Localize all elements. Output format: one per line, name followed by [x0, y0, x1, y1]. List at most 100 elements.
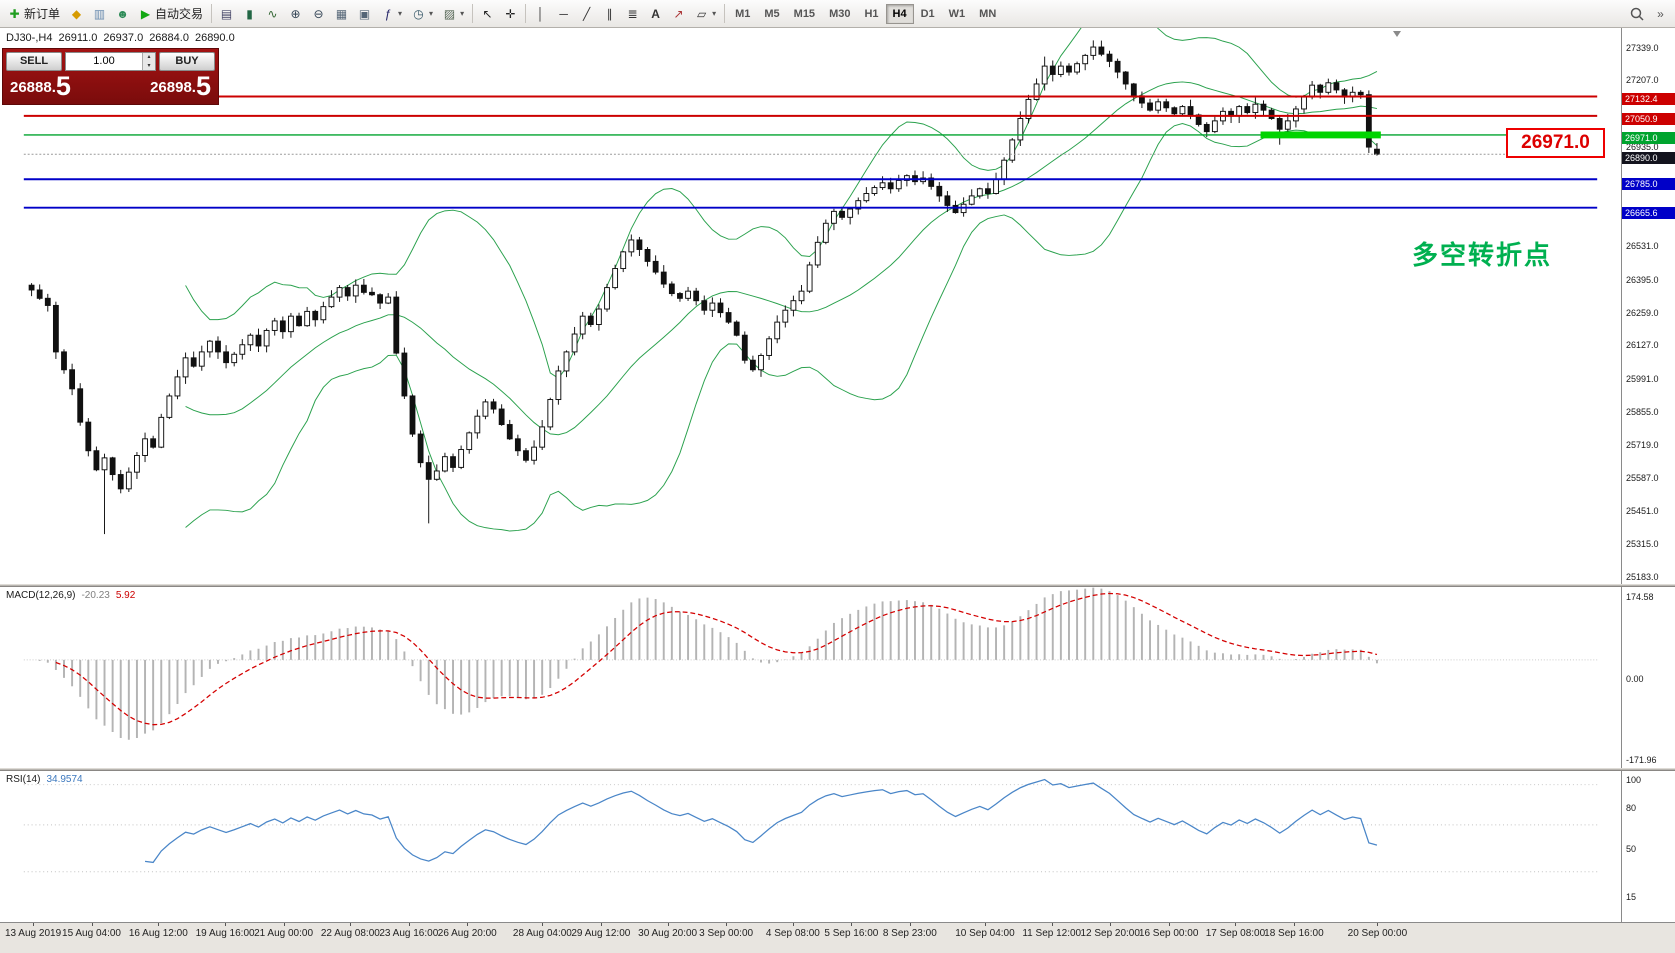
time-axis-tick — [1377, 923, 1379, 926]
price-tick: 26935.0 — [1626, 142, 1659, 152]
time-axis-tick — [225, 923, 227, 926]
candle-bullish — [1301, 96, 1307, 110]
candle-bearish — [1163, 101, 1170, 109]
templates-dropdown[interactable]: ▨ ▾ — [438, 4, 469, 24]
zoom-out-button[interactable]: ⊖ — [307, 4, 330, 24]
candle-bearish — [1171, 107, 1178, 115]
timeframe-m30[interactable]: M30 — [829, 7, 851, 20]
price-axis[interactable]: 27339.0 27207.0 26935.0 26531.0 26395.0 26259… — [1621, 28, 1675, 922]
arrow-tool[interactable]: ↗ — [667, 4, 690, 24]
vertical-line-icon: │ — [536, 6, 545, 21]
trendline-icon: ╱ — [582, 6, 591, 21]
volume-stepper[interactable]: 1.00 ▴ ▾ — [65, 52, 156, 71]
chart-bars-button[interactable]: ▤ — [215, 4, 238, 24]
vertical-line-tool[interactable]: │ — [529, 4, 552, 24]
time-axis-tick — [1235, 923, 1237, 926]
time-axis-label: 28 Aug 04:00 — [512, 928, 572, 939]
candle-bullish — [612, 268, 619, 289]
toolbar-separator — [525, 4, 527, 23]
timeframe-m5[interactable]: M5 — [764, 7, 780, 20]
periods-dropdown[interactable]: ◷ ▾ — [407, 4, 438, 24]
channel-tool[interactable]: ∥ — [598, 4, 621, 24]
timeframe-m1[interactable]: M1 — [735, 7, 751, 20]
search-button[interactable] — [1625, 4, 1649, 24]
candle-bullish — [1309, 84, 1316, 98]
indicators-dropdown[interactable]: ƒ ▾ — [376, 4, 407, 24]
price-tick: 25855.0 — [1626, 406, 1659, 417]
candle-bearish — [717, 302, 724, 314]
time-axis[interactable]: 13 Aug 2019 15 Aug 04:00 16 Aug 12:00 19 Au… — [0, 922, 1675, 953]
candle-bullish — [822, 222, 829, 243]
auto-trading-label: 自动交易 — [155, 7, 204, 21]
candle-bullish — [628, 239, 635, 253]
timeframe-w1[interactable]: W1 — [948, 7, 966, 20]
candle-bearish — [312, 310, 319, 321]
price-tick: 25587.0 — [1626, 472, 1659, 483]
candle-bearish — [61, 351, 67, 371]
auto-trading-button[interactable]: ▶ 自动交易 — [134, 2, 208, 25]
channel-icon: ∥ — [606, 6, 613, 21]
candle-bullish — [993, 178, 999, 195]
candle-bullish — [166, 395, 173, 418]
candle-bearish — [514, 438, 521, 452]
cascade-windows-button[interactable]: ▣ — [353, 4, 376, 24]
spin-up-icon[interactable]: ▴ — [143, 53, 155, 62]
candle-bearish — [44, 297, 51, 306]
candle-bullish — [385, 296, 392, 304]
timeframe-m15[interactable]: M15 — [793, 7, 816, 20]
candle-bullish — [474, 415, 481, 434]
toolbar-separator — [724, 4, 726, 23]
timeframe-mn[interactable]: MN — [979, 7, 997, 20]
time-axis-label: 23 Aug 16:00 — [379, 928, 439, 939]
spin-down-icon[interactable]: ▾ — [143, 61, 155, 70]
chart-canvas[interactable] — [0, 28, 1621, 953]
chart-line-button[interactable]: ∿ — [261, 4, 284, 24]
panel-separator-main-macd[interactable] — [0, 584, 1675, 587]
timeframe-h4[interactable]: H4 — [885, 3, 914, 24]
zoom-out-icon: ⊖ — [313, 6, 324, 21]
data-window-button[interactable]: ▥ — [88, 4, 111, 24]
time-axis-label: 3 Sep 00:00 — [699, 928, 754, 939]
panel-separator-macd-rsi[interactable] — [0, 768, 1675, 771]
candle-bullish — [1017, 118, 1024, 141]
shapes-dropdown[interactable]: ▱ ▾ — [690, 4, 721, 24]
timeframe-d1[interactable]: D1 — [920, 7, 935, 20]
new-order-button[interactable]: ✚ 新订单 — [3, 2, 65, 25]
time-axis-label: 5 Sep 16:00 — [824, 928, 879, 939]
candle-bearish — [215, 340, 221, 353]
candle-bullish — [1041, 65, 1048, 85]
chart-annotation-text[interactable]: 多空转折点 — [1412, 240, 1553, 270]
candle-bearish — [360, 284, 367, 293]
zoom-in-button[interactable]: ⊕ — [284, 4, 307, 24]
candle-bullish — [766, 338, 773, 356]
price-callout-box[interactable]: 26971.0 — [1506, 128, 1605, 158]
cursor-tool-button[interactable]: ↖ — [476, 4, 499, 24]
crosshair-tool-button[interactable]: ✛ — [499, 4, 522, 24]
chart-candles-button[interactable]: ▮ — [238, 4, 261, 24]
fibonacci-tool[interactable]: ≣ — [621, 4, 644, 24]
candle-bearish — [77, 388, 84, 423]
bollinger-upper-band — [185, 28, 1378, 379]
navigator-button[interactable]: ☻ — [111, 4, 134, 24]
timeframe-h1[interactable]: H1 — [864, 7, 879, 20]
trendline-tool[interactable]: ╱ — [575, 4, 598, 24]
time-axis-label: 4 Sep 08:00 — [765, 928, 820, 939]
market-watch-button[interactable]: ◆ — [65, 4, 88, 24]
candle-bearish — [490, 401, 497, 410]
candle-bearish — [523, 450, 529, 461]
candle-bearish — [190, 357, 197, 367]
sell-button[interactable]: SELL — [6, 52, 62, 71]
volume-value[interactable]: 1.00 — [93, 55, 115, 67]
time-axis-tick — [851, 923, 853, 926]
price-line-label: 26890.0 — [1622, 152, 1675, 165]
text-tool[interactable]: A — [644, 4, 667, 24]
buy-button[interactable]: BUY — [159, 52, 215, 71]
candle-bullish — [1057, 65, 1064, 75]
horizontal-line-tool[interactable]: ─ — [552, 4, 575, 24]
tile-windows-button[interactable]: ▦ — [330, 4, 353, 24]
candle-bearish — [928, 177, 935, 187]
time-axis-tick — [158, 923, 160, 926]
toolbar-overflow-chevron[interactable]: » — [1649, 4, 1672, 24]
time-axis-label: 18 Sep 16:00 — [1264, 928, 1324, 939]
candle-bullish — [555, 370, 562, 401]
